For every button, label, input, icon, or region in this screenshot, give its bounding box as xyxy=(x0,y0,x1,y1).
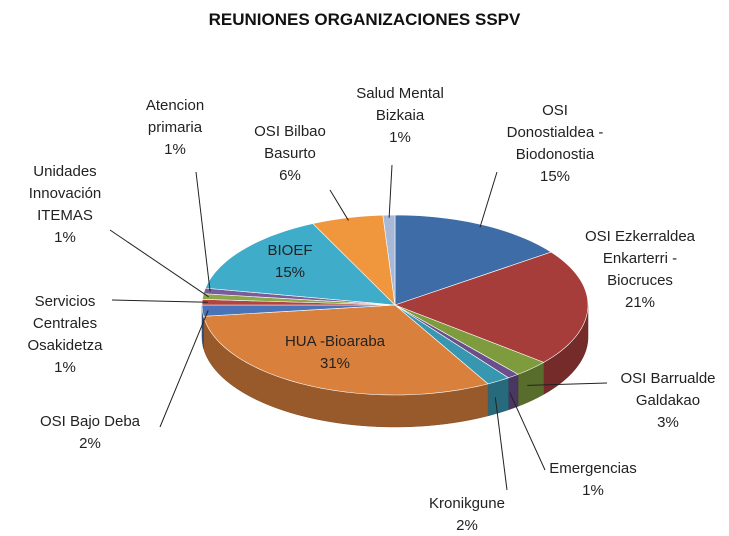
value-label: 15% xyxy=(274,264,306,281)
category-label: HUA -Bioaraba xyxy=(284,333,386,350)
value-label: 3% xyxy=(657,414,679,431)
slice xyxy=(203,304,489,396)
slice xyxy=(394,214,552,306)
value-label: 1% xyxy=(54,359,76,376)
leader-line xyxy=(159,310,209,428)
leader-line xyxy=(494,397,508,491)
leader-line xyxy=(329,189,349,221)
slice-label: Emergencias 1% xyxy=(538,458,648,502)
category-label: Salud Mental Bizkaia xyxy=(356,85,444,124)
slice-label: OSI Donostialdea - Biodonostia 15% xyxy=(499,100,611,188)
category-label: BIOEF xyxy=(267,242,313,259)
leader-line xyxy=(195,171,211,292)
slice-label: Kronikgune 2% xyxy=(417,493,517,536)
category-label: OSI Barrualde Galdakao xyxy=(620,370,716,409)
slice xyxy=(394,304,545,375)
leader-line xyxy=(527,382,608,386)
category-label: Atencion primaria xyxy=(145,97,205,136)
value-label: 1% xyxy=(582,482,604,499)
category-label: Unidades Innovación ITEMAS xyxy=(28,163,102,224)
category-label: Kronikgune xyxy=(429,495,505,512)
slice-label: Salud Mental Bizkaia 1% xyxy=(350,83,450,149)
slice-label: OSI Bajo Deba 2% xyxy=(30,411,150,455)
slice-label: Unidades Innovación ITEMAS 1% xyxy=(18,161,113,249)
category-label: OSI Bajo Deba xyxy=(39,413,141,430)
value-label: 15% xyxy=(539,168,571,185)
leader-line xyxy=(479,171,498,228)
leader-line xyxy=(111,299,208,303)
category-label: OSI Ezkerraldea Enkarterri - Biocruces xyxy=(584,228,696,289)
slice-side xyxy=(487,377,509,417)
category-label: Emergencias xyxy=(549,460,637,477)
category-label: OSI Donostialdea - Biodonostia xyxy=(506,102,604,163)
value-label: 1% xyxy=(54,229,76,246)
slice-label: OSI Barrualde Galdakao 3% xyxy=(608,368,728,434)
value-label: 31% xyxy=(319,355,351,372)
slice xyxy=(394,251,589,363)
slice-side xyxy=(508,373,519,411)
chart-title: REUNIONES ORGANIZACIONES SSPV xyxy=(208,10,521,29)
leader-line xyxy=(509,392,546,471)
category-label: OSI Bilbao Basurto xyxy=(254,123,326,162)
leader-line xyxy=(388,164,393,218)
value-label: 1% xyxy=(164,141,186,158)
value-label: 21% xyxy=(624,294,656,311)
slice-label: OSI Ezkerraldea Enkarterri - Biocruces 21… xyxy=(575,226,705,314)
value-label: 6% xyxy=(279,167,301,184)
category-label: Servicios Centrales Osakidetza xyxy=(27,293,103,354)
leader-line xyxy=(109,229,209,298)
value-label: 2% xyxy=(79,435,101,452)
slice-label: HUA -Bioaraba 31% xyxy=(265,331,405,375)
slice-label: Atencion primaria 1% xyxy=(135,95,215,161)
slice-label: BIOEF 15% xyxy=(250,240,330,284)
slice-label: Servicios Centrales Osakidetza 1% xyxy=(20,291,110,379)
value-label: 1% xyxy=(389,129,411,146)
value-label: 2% xyxy=(456,517,478,534)
slice xyxy=(204,223,396,306)
slice-label: OSI Bilbao Basurto 6% xyxy=(245,121,335,187)
